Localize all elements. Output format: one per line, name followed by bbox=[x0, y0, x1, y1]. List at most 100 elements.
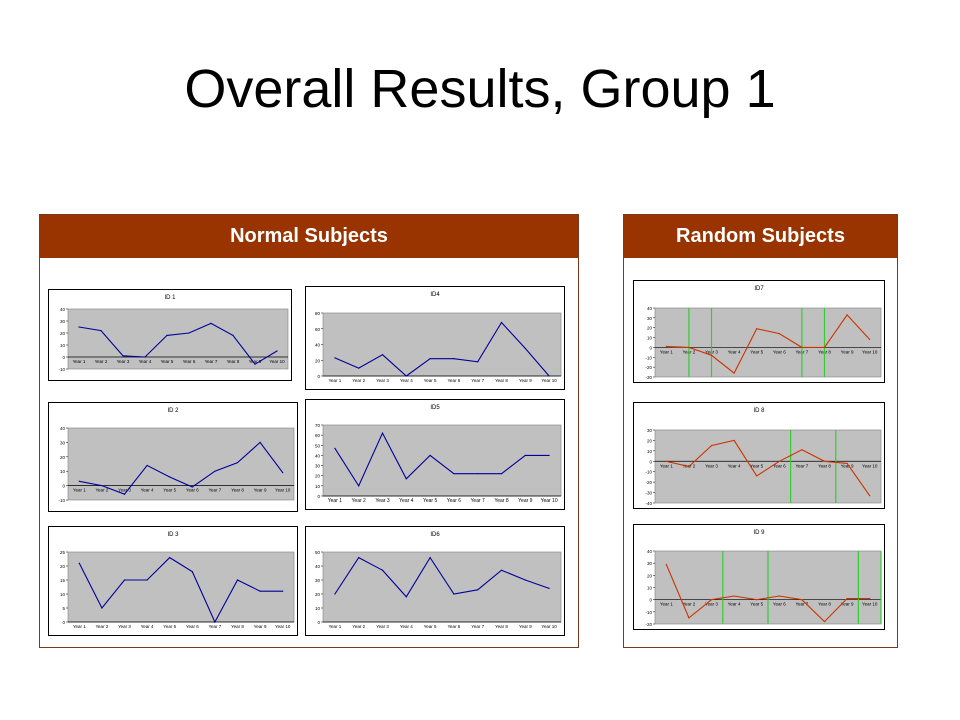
data-point bbox=[214, 470, 216, 472]
data-point bbox=[358, 557, 360, 559]
x-tick-label: Year 4 bbox=[728, 602, 741, 607]
x-tick-label: Year 6 bbox=[773, 349, 786, 354]
x-tick-label: Year 7 bbox=[471, 378, 484, 383]
data-point bbox=[778, 595, 780, 597]
y-tick-label: -10 bbox=[645, 610, 652, 615]
data-point bbox=[123, 493, 126, 495]
chart-title: ID 3 bbox=[167, 532, 179, 538]
chart-id1: ID 1 40 30 20 10 0 -10 Year 1 Year 2 Year 3 Year 4… bbox=[48, 289, 292, 381]
y-tick-label: 10 bbox=[60, 469, 66, 474]
x-tick-label: Year 4 bbox=[139, 359, 152, 364]
x-tick-label: Year 2 bbox=[352, 378, 365, 383]
data-point bbox=[688, 465, 690, 468]
y-tick-label: 30 bbox=[60, 440, 66, 445]
data-point bbox=[146, 579, 148, 581]
data-point bbox=[358, 367, 360, 369]
data-point bbox=[259, 590, 261, 592]
plot-area bbox=[322, 312, 562, 377]
data-point bbox=[500, 569, 503, 571]
data-point bbox=[453, 473, 455, 475]
x-tick-label: Year 9 bbox=[254, 624, 267, 629]
data-point bbox=[429, 557, 431, 559]
data-point bbox=[429, 454, 431, 457]
y-tick-label: -20 bbox=[645, 365, 652, 370]
data-point bbox=[778, 333, 780, 335]
y-tick-label: 80 bbox=[315, 311, 321, 316]
y-tick-label: -30 bbox=[645, 491, 652, 496]
data-point bbox=[191, 486, 193, 488]
y-tick-label: 20 bbox=[315, 474, 321, 479]
data-point bbox=[801, 599, 803, 601]
data-point bbox=[236, 579, 239, 581]
x-tick-label: Year 7 bbox=[208, 488, 221, 493]
x-tick-label: Year 4 bbox=[400, 624, 413, 629]
series-line bbox=[334, 321, 550, 377]
data-point bbox=[477, 473, 479, 475]
data-point bbox=[381, 432, 384, 434]
chart-id3: ID 3 25 20 15 10 5 0 Year 1 Year 2 Year 3 Year 4 Ye… bbox=[48, 526, 298, 636]
y-tick-label: 30 bbox=[647, 428, 653, 433]
data-point bbox=[524, 579, 526, 581]
series-line bbox=[78, 556, 283, 624]
x-tick-label: Year 4 bbox=[141, 624, 154, 629]
data-point bbox=[358, 485, 360, 487]
plot-area bbox=[67, 551, 295, 623]
y-tick-label: 20 bbox=[647, 573, 653, 578]
x-tick-label: Year 10 bbox=[541, 624, 557, 629]
data-point bbox=[524, 347, 526, 350]
x-tick-label: Year 10 bbox=[269, 359, 285, 364]
x-tick-label: Year 2 bbox=[95, 624, 108, 629]
chart-svg: ID 1 40 30 20 10 0 -10 Year 1 Year 2 Year 3 Year 4… bbox=[48, 289, 292, 381]
chart-id4: ID4 80 60 40 20 0 Year 1 Year 2 Year 3 Year 4 Year… bbox=[305, 286, 565, 390]
y-tick-label: 0 bbox=[62, 484, 65, 489]
x-tick-label: Year 6 bbox=[773, 463, 786, 468]
chart-title: ID7 bbox=[754, 286, 764, 292]
x-tick-label: Year 5 bbox=[423, 498, 437, 504]
chart-title: ID6 bbox=[430, 532, 440, 538]
x-tick-label: Year 3 bbox=[118, 624, 131, 629]
x-tick-label: Year 8 bbox=[495, 378, 508, 383]
x-tick-label: Year 6 bbox=[186, 624, 199, 629]
data-point bbox=[823, 346, 826, 349]
y-tick-label: 20 bbox=[315, 592, 321, 597]
y-tick-label: -10 bbox=[645, 470, 652, 475]
data-point bbox=[146, 464, 148, 467]
data-point bbox=[78, 326, 80, 328]
y-tick-label: -30 bbox=[645, 375, 652, 380]
x-tick-label: Year 6 bbox=[447, 378, 460, 383]
data-point bbox=[778, 460, 780, 462]
y-tick-label: 15 bbox=[60, 578, 66, 583]
x-tick-label: Year 3 bbox=[376, 378, 389, 383]
y-tick-label: 40 bbox=[60, 426, 66, 431]
data-point bbox=[144, 356, 146, 358]
data-point bbox=[710, 445, 713, 447]
x-tick-label: Year 7 bbox=[795, 602, 808, 607]
chart-id2: ID 2 40 30 20 10 0 -10 Year 1 Year 2 Year 3 Year 4… bbox=[48, 402, 298, 512]
data-point bbox=[524, 454, 526, 457]
y-tick-label: 60 bbox=[315, 327, 321, 332]
x-tick-label: Year 3 bbox=[375, 498, 389, 504]
x-tick-label: Year 9 bbox=[249, 359, 262, 364]
x-tick-label: Year 10 bbox=[541, 498, 558, 504]
plot-area bbox=[67, 427, 295, 501]
data-point bbox=[334, 447, 336, 449]
chart-title: ID 1 bbox=[164, 295, 176, 301]
data-point bbox=[78, 562, 80, 564]
y-tick-label: 70 bbox=[315, 423, 321, 428]
chart-id5: ID5 70 60 50 40 30 20 10 0 Year 1 Year 2 Year 3 Year… bbox=[305, 399, 565, 510]
data-point bbox=[453, 593, 455, 595]
y-tick-label: -40 bbox=[645, 501, 652, 506]
x-tick-label: Year 8 bbox=[818, 463, 831, 468]
x-tick-label: Year 7 bbox=[795, 463, 808, 468]
x-tick-label: Year 5 bbox=[163, 624, 176, 629]
x-tick-label: Year 3 bbox=[117, 359, 130, 364]
chart-svg: ID5 70 60 50 40 30 20 10 0 Year 1 Year 2 Year 3 Year… bbox=[305, 399, 565, 510]
x-tick-label: Year 1 bbox=[328, 378, 341, 383]
plot-area bbox=[654, 429, 882, 504]
x-tick-label: Year 6 bbox=[447, 624, 460, 629]
x-tick-label: Year 5 bbox=[161, 359, 174, 364]
chart-id8: ID 8 30 20 10 0 -10 -20 -30 -40 Year 1 Year 2 Year … bbox=[633, 402, 885, 509]
data-point bbox=[101, 485, 103, 487]
x-tick-label: Year 9 bbox=[519, 378, 532, 383]
data-point bbox=[259, 441, 261, 443]
